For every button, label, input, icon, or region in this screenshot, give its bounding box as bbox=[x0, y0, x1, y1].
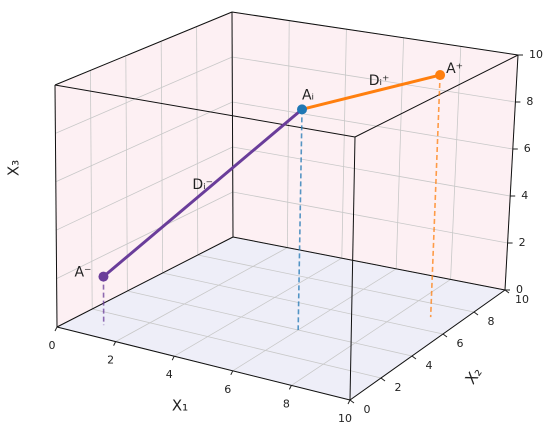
box-edge bbox=[231, 11, 234, 238]
x-tick-label: 0 bbox=[49, 339, 56, 352]
tick-mark bbox=[411, 355, 417, 360]
distance-line bbox=[301, 73, 441, 111]
tick-mark bbox=[347, 399, 351, 405]
grid-line bbox=[232, 101, 513, 150]
x-tick-label: 10 bbox=[338, 412, 352, 425]
point bbox=[435, 70, 446, 81]
grid-line bbox=[90, 70, 93, 310]
tick-mark bbox=[380, 377, 386, 382]
z-tick-label: 4 bbox=[521, 189, 528, 202]
y-axis-label: X₂ bbox=[462, 364, 486, 388]
box-edge bbox=[232, 236, 506, 291]
grid-line bbox=[395, 37, 404, 269]
grid-line bbox=[55, 101, 233, 183]
point-label: A⁻ bbox=[74, 265, 91, 281]
y-tick-label: 10 bbox=[515, 293, 529, 306]
z-tick-label: 0 bbox=[516, 283, 523, 296]
tick-mark bbox=[230, 370, 234, 376]
box-edge bbox=[54, 11, 233, 86]
grid-line bbox=[341, 29, 347, 259]
y-tick-label: 4 bbox=[426, 359, 433, 372]
tick-mark bbox=[54, 326, 58, 332]
drop-line bbox=[297, 109, 303, 331]
z-axis-label: X₃ bbox=[5, 160, 23, 176]
grid-line bbox=[92, 308, 382, 379]
floor-pane bbox=[57, 237, 505, 400]
drop-line bbox=[429, 74, 441, 318]
box-edge bbox=[54, 84, 356, 138]
box-edge bbox=[56, 326, 351, 401]
left-pane bbox=[55, 12, 233, 327]
grid-line bbox=[287, 20, 290, 248]
z-tick-label: 6 bbox=[524, 142, 531, 155]
tick-mark bbox=[171, 355, 175, 361]
point-label: A⁺ bbox=[446, 61, 463, 77]
grid-line bbox=[162, 272, 444, 335]
z-tick-label: 10 bbox=[529, 48, 543, 61]
z-tick-label: 8 bbox=[526, 95, 533, 108]
x-tick-label: 4 bbox=[166, 368, 173, 381]
y-tick-label: 0 bbox=[364, 403, 371, 416]
box-edge bbox=[349, 136, 356, 401]
point-label: Aᵢ bbox=[302, 87, 314, 103]
box-edge bbox=[349, 289, 506, 401]
grid-line bbox=[232, 191, 508, 244]
grid-line bbox=[196, 26, 199, 256]
box-edge bbox=[231, 11, 519, 56]
point bbox=[297, 104, 308, 115]
tick-mark bbox=[288, 385, 292, 390]
grid-line bbox=[232, 146, 511, 197]
grid-line bbox=[232, 56, 516, 103]
tick-mark bbox=[349, 399, 355, 404]
x-tick-label: 2 bbox=[107, 354, 114, 367]
grid-line bbox=[56, 146, 233, 231]
back-pane bbox=[232, 12, 518, 290]
x-axis-label: X₁ bbox=[172, 397, 188, 415]
box-edge bbox=[56, 236, 234, 328]
point bbox=[98, 271, 109, 282]
grid-line bbox=[173, 257, 343, 357]
tick-mark bbox=[113, 341, 117, 346]
distance-line bbox=[102, 108, 303, 278]
x-tick-label: 8 bbox=[283, 397, 290, 410]
grid-line bbox=[291, 279, 451, 386]
grid-line bbox=[450, 46, 462, 280]
y-tick-label: 6 bbox=[457, 337, 464, 350]
grid-line bbox=[197, 254, 475, 313]
box-edge bbox=[354, 54, 519, 138]
x-tick-label: 6 bbox=[224, 383, 231, 396]
grid-line bbox=[127, 290, 413, 357]
grid-line bbox=[55, 56, 233, 134]
grid-line bbox=[160, 41, 163, 274]
z-tick-label: 2 bbox=[519, 236, 526, 249]
distance-label: Dᵢ⁻ bbox=[192, 177, 213, 193]
grid-line bbox=[125, 55, 128, 292]
box-edge bbox=[504, 54, 519, 291]
box-edge bbox=[54, 84, 58, 328]
grid-line bbox=[56, 191, 233, 279]
y-tick-label: 2 bbox=[395, 381, 402, 394]
y-tick-label: 8 bbox=[488, 315, 495, 328]
tick-mark bbox=[442, 333, 448, 338]
tick-mark bbox=[473, 311, 479, 316]
distance-label: Dᵢ⁺ bbox=[369, 73, 390, 89]
grid-line bbox=[115, 247, 288, 342]
grid-line bbox=[232, 268, 397, 372]
